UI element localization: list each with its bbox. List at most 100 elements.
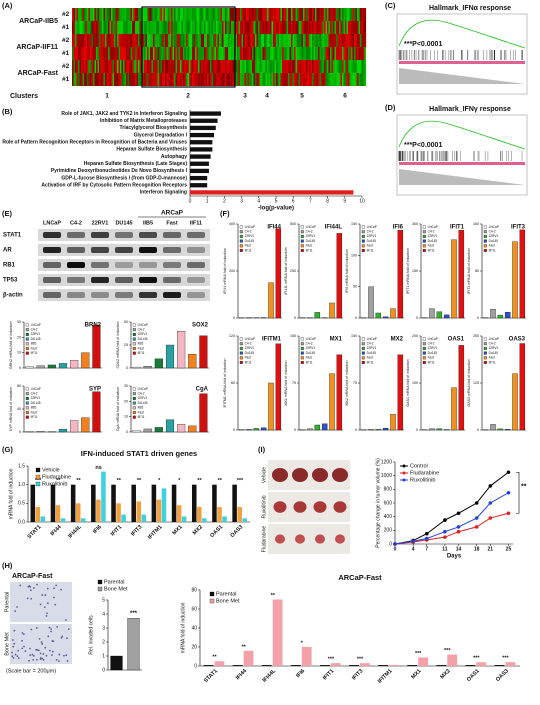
point	[474, 525, 479, 529]
legend-label: Fast	[306, 244, 312, 248]
heat-cell	[243, 47, 245, 60]
bar	[436, 665, 447, 666]
heat-cell	[144, 8, 146, 21]
y-axis-label: MX2 mRNA fold of induction	[345, 361, 349, 406]
legend-swatch	[300, 346, 304, 350]
cell	[35, 658, 38, 661]
heat-cell	[94, 34, 97, 47]
band	[187, 292, 205, 298]
legend-swatch	[300, 356, 304, 360]
heat-cell	[357, 8, 359, 21]
heat-cell	[166, 34, 169, 47]
heat-cell	[357, 21, 359, 34]
legend-swatch	[132, 406, 136, 410]
heat-cell	[165, 8, 167, 21]
bar	[190, 147, 213, 152]
heat-cell	[78, 21, 80, 34]
heat-cell	[124, 73, 127, 86]
heat-cell	[105, 34, 107, 47]
heat-cell	[354, 34, 356, 47]
heat-cell	[118, 34, 121, 47]
chart-title: MX1	[330, 337, 343, 343]
heat-cell	[276, 21, 278, 34]
point	[488, 516, 493, 520]
x-tick-label: IFI44L	[67, 524, 83, 540]
heat-cell	[256, 34, 259, 47]
heat-cell	[118, 8, 121, 21]
heat-cell	[159, 21, 161, 34]
heat-cell	[220, 73, 223, 86]
heat-cell	[330, 60, 332, 73]
heat-cell	[337, 21, 340, 34]
cluster-label: 3	[243, 93, 247, 100]
bar	[141, 514, 147, 522]
heat-cell	[268, 47, 271, 60]
heat-cell	[84, 21, 86, 34]
heat-cell	[258, 21, 260, 34]
y-tick-label: 0	[477, 428, 479, 432]
heat-cell	[267, 34, 269, 47]
y-tick-label: 30	[17, 320, 21, 324]
heat-cell	[307, 47, 310, 60]
heat-cell	[282, 60, 284, 73]
heat-cell	[115, 73, 118, 86]
heat-cell	[135, 8, 137, 21]
heat-cell	[145, 34, 148, 47]
heat-cell	[126, 73, 128, 86]
legend-label: C4-2	[489, 230, 496, 234]
heat-cell	[90, 60, 92, 73]
heat-cell	[147, 60, 149, 73]
heat-cell	[327, 34, 329, 47]
heat-cell	[162, 8, 164, 21]
heat-cell	[106, 34, 109, 47]
heat-cell	[283, 8, 286, 21]
heat-cell	[259, 34, 262, 47]
heat-cell	[93, 47, 95, 60]
heat-cell	[241, 73, 244, 86]
cell	[65, 654, 68, 657]
heat-cell	[132, 21, 134, 34]
heat-cell	[334, 60, 337, 73]
legend-label: 22RV1	[138, 332, 148, 336]
y-tick-label: 0	[477, 316, 479, 320]
heat-cell	[178, 73, 181, 86]
heat-cell	[160, 8, 163, 21]
heat-cell	[327, 73, 329, 86]
heat-cell	[264, 34, 266, 47]
heat-cell	[303, 8, 305, 21]
heat-cell	[151, 34, 154, 47]
legend-label: IIF11	[306, 248, 313, 252]
heat-cell	[354, 21, 356, 34]
heat-cell	[268, 60, 271, 73]
heat-cell	[255, 60, 257, 73]
heat-cell	[180, 8, 182, 21]
heat-cell	[333, 21, 335, 34]
y-tick-label: 4	[102, 611, 105, 617]
heat-cell	[225, 73, 227, 86]
heat-cell	[102, 34, 104, 47]
legend-label: Fludarabine	[42, 474, 71, 480]
heat-cell	[147, 8, 149, 21]
heat-cell	[120, 21, 122, 34]
heat-cell	[307, 34, 310, 47]
x-tick-label: OAS3	[230, 524, 245, 539]
heat-cell	[309, 47, 311, 60]
heat-cell	[85, 47, 88, 60]
annotation: *	[158, 478, 161, 484]
legend-label: DU145	[31, 401, 41, 405]
legend-swatch	[422, 337, 426, 341]
heat-cell	[244, 34, 247, 47]
heat-cell	[217, 47, 220, 60]
bar	[202, 518, 207, 522]
bar	[75, 503, 81, 522]
x-tick-label: MX1	[172, 524, 184, 536]
heat-cell	[252, 34, 254, 47]
enrichment-curve	[398, 120, 526, 150]
heat-cell	[228, 21, 230, 34]
legend-swatch	[422, 351, 426, 355]
annotation: ns	[95, 465, 101, 471]
y-axis-label: IFIT1 mRNA fold of induction	[406, 248, 410, 294]
heat-cell	[100, 47, 103, 60]
category-label: Activation of IRF by Cytosolic Pattern R…	[41, 183, 187, 189]
bar	[389, 664, 399, 666]
